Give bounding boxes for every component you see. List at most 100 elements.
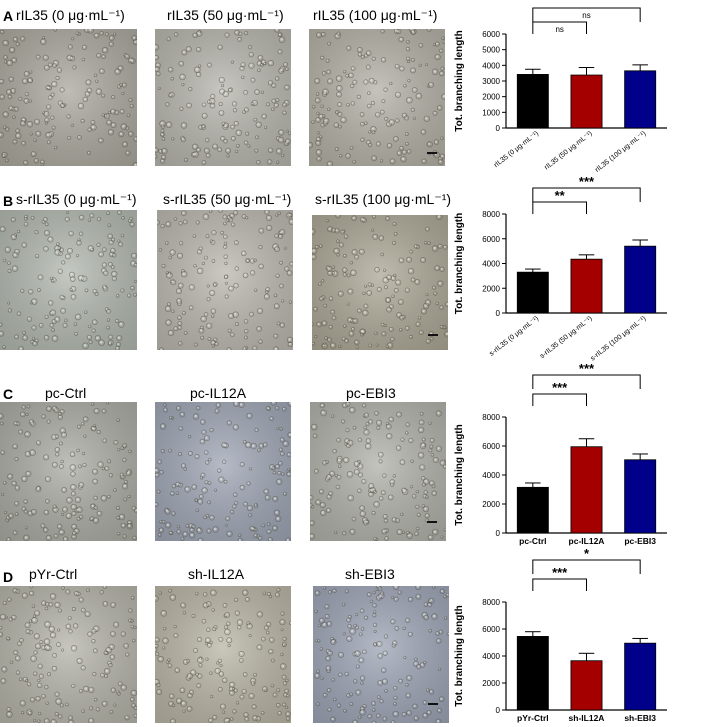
micrograph-image — [155, 586, 291, 723]
y-tick-label: 0 — [496, 706, 501, 715]
x-tick-label: rIL35 (50 μg·mL⁻¹) — [543, 130, 593, 171]
x-tick-label: sh-IL12A — [569, 713, 605, 723]
significance-bracket — [532, 21, 587, 34]
panel-letter: C — [3, 386, 14, 402]
y-tick-label: 8000 — [482, 210, 500, 219]
y-tick-label: 2000 — [482, 679, 500, 688]
bar — [516, 486, 549, 534]
image-title: s-rIL35 (0 μg·mL⁻¹) — [16, 191, 137, 207]
y-axis-label: Tot. branching length — [454, 30, 465, 131]
y-axis-label: Tot. branching length — [454, 424, 465, 525]
micrograph-image — [313, 586, 449, 723]
micrograph-image — [157, 210, 293, 350]
panel-d: D pYr-Ctrl sh-IL12A sh-EBI3 Tot. branchi… — [0, 546, 709, 727]
y-tick-label: 4000 — [482, 260, 500, 269]
significance-bracket — [532, 393, 587, 406]
y-tick-label: 3000 — [482, 77, 500, 86]
y-tick-label: 6000 — [482, 235, 500, 244]
y-tick-label: 8000 — [482, 598, 500, 607]
y-tick-label: 6000 — [482, 442, 500, 451]
image-title: sh-EBI3 — [345, 566, 395, 582]
micrograph — [0, 586, 137, 723]
micrograph — [312, 215, 448, 350]
panel-a: A rIL35 (0 μg·mL⁻¹) rIL35 (50 μg·mL⁻¹) r… — [0, 0, 709, 180]
x-tick-label: pc-EBI3 — [624, 536, 656, 546]
scale-bar — [428, 334, 438, 336]
x-tick-label: s-rIL35 (100 μg·mL⁻¹) — [589, 315, 647, 362]
y-tick-label: 4000 — [482, 652, 500, 661]
x-tick-label: pc-IL12A — [569, 536, 605, 546]
micrograph-image — [0, 29, 137, 166]
x-tick-label: rIL35 (100 μg·mL⁻¹) — [594, 130, 647, 174]
micrograph — [310, 402, 446, 541]
x-tick-label: s-rIL35 (0 μg·mL⁻¹) — [488, 315, 540, 358]
y-tick-label: 0 — [496, 124, 501, 133]
significance-label: *** — [579, 361, 595, 376]
micrograph — [155, 29, 291, 166]
chart-svg: Tot. branching length 0 2000 4000 6000 8000 pc… — [454, 361, 667, 546]
micrograph-image — [0, 402, 137, 541]
image-title: rIL35 (0 μg·mL⁻¹) — [16, 7, 125, 23]
image-title: s-rIL35 (100 μg·mL⁻¹) — [315, 191, 452, 207]
bar — [516, 74, 549, 129]
micrograph-image — [155, 402, 291, 541]
panel-letter: D — [3, 569, 14, 585]
y-tick-label: 2000 — [482, 284, 500, 293]
panel-letter: B — [3, 193, 14, 209]
bar — [516, 271, 549, 314]
y-tick-label: 6000 — [482, 30, 500, 39]
micrograph-image — [310, 402, 446, 541]
micrograph — [155, 586, 291, 723]
bar — [624, 70, 657, 129]
micrograph-image — [0, 586, 137, 723]
image-title: pYr-Ctrl — [29, 566, 78, 582]
y-tick-label: 2000 — [482, 500, 500, 509]
micrograph-image — [0, 210, 137, 350]
bar — [570, 446, 603, 534]
image-title: s-rIL35 (50 μg·mL⁻¹) — [163, 191, 292, 207]
image-title: rIL35 (50 μg·mL⁻¹) — [167, 7, 284, 23]
micrograph-image — [312, 215, 448, 350]
y-axis-label: Tot. branching length — [454, 605, 465, 706]
micrograph — [313, 586, 449, 723]
significance-label: * — [584, 546, 590, 561]
chart-svg: Tot. branching length 0 2000 4000 6000 8000 s-… — [454, 174, 667, 362]
micrograph — [0, 210, 137, 350]
micrograph — [0, 402, 137, 541]
bar — [516, 636, 549, 711]
x-tick-label: rIL35 (0 μg·mL⁻¹) — [493, 130, 540, 169]
scale-bar — [427, 152, 437, 154]
chart-svg: Tot. branching length 0 2000 4000 6000 8000 pY… — [454, 546, 667, 723]
bar — [570, 258, 603, 314]
y-tick-label: 0 — [496, 309, 501, 318]
panel-letter: A — [3, 8, 14, 24]
significance-bracket — [532, 201, 587, 214]
y-tick-label: 2000 — [482, 93, 500, 102]
significance-label: *** — [552, 565, 568, 580]
image-title: pc-Ctrl — [45, 385, 87, 401]
micrograph — [0, 29, 137, 166]
image-title: pc-EBI3 — [346, 385, 396, 401]
x-tick-label: pc-Ctrl — [519, 536, 546, 546]
bar — [624, 245, 657, 314]
significance-bracket — [532, 559, 641, 574]
image-title: rIL35 (100 μg·mL⁻¹) — [313, 7, 438, 23]
scale-bar — [428, 703, 438, 705]
image-title: pc-IL12A — [190, 385, 247, 401]
y-tick-label: 4000 — [482, 471, 500, 480]
y-axis-label: Tot. branching length — [454, 213, 465, 314]
micrograph — [309, 29, 445, 166]
bar-chart-c: Tot. branching length 0 2000 4000 6000 8000 pc… — [450, 361, 709, 550]
micrograph-image — [155, 29, 291, 166]
image-title: sh-IL12A — [188, 566, 245, 582]
y-tick-label: 4000 — [482, 61, 500, 70]
scale-bar — [427, 521, 437, 523]
x-tick-label: sh-EBI3 — [624, 713, 656, 723]
significance-label: *** — [552, 380, 568, 395]
x-tick-label: pYr-Ctrl — [517, 713, 549, 723]
significance-label: ** — [555, 188, 566, 203]
micrograph — [155, 402, 291, 541]
significance-bracket — [532, 374, 641, 389]
y-tick-label: 1000 — [482, 108, 500, 117]
y-tick-label: 6000 — [482, 625, 500, 634]
